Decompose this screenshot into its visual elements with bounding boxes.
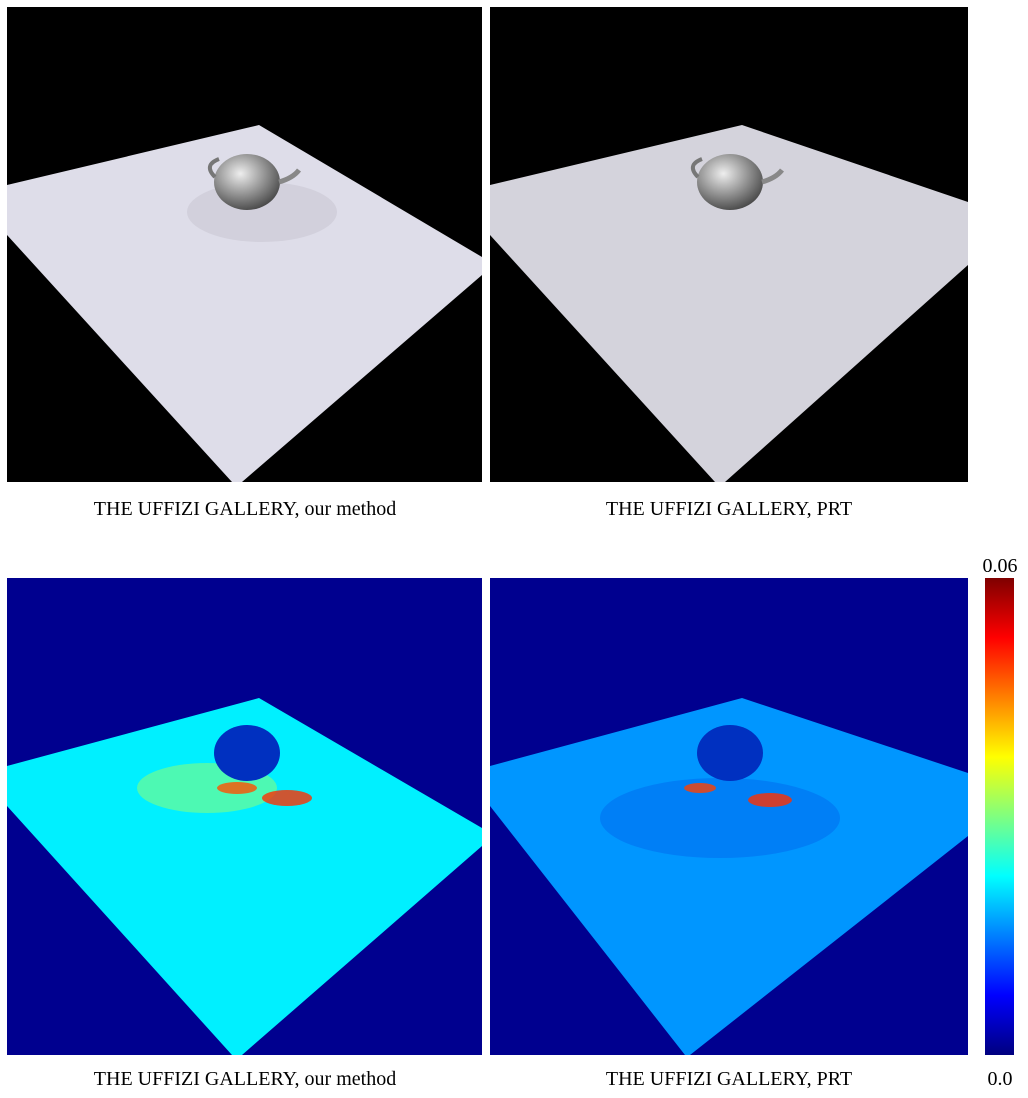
error-panel xyxy=(490,578,968,1055)
page: THE UFFIZI GALLERY, our method THE UFFIZ… xyxy=(0,0,1028,1098)
render-panel xyxy=(490,7,968,482)
figure: THE UFFIZI GALLERY, our method THE UFFIZ… xyxy=(0,0,1028,1093)
error-panel xyxy=(7,578,482,1055)
caption: THE UFFIZI GALLERY, PRT xyxy=(606,1068,852,1090)
colorbar-min-label: 0.0 xyxy=(988,1068,1013,1090)
caption: THE UFFIZI GALLERY, PRT xyxy=(606,498,852,520)
colorbar xyxy=(985,578,1014,1055)
colorbar-max-label: 0.06 xyxy=(983,555,1018,577)
caption: THE UFFIZI GALLERY, our method xyxy=(94,1068,396,1090)
caption: THE UFFIZI GALLERY, our method xyxy=(94,498,396,520)
render-panel xyxy=(7,7,482,482)
